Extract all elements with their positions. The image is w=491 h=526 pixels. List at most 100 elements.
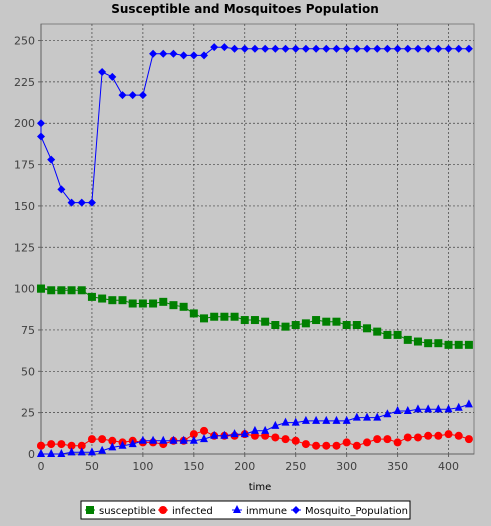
data-point-susceptible xyxy=(57,286,66,295)
data-point-infected xyxy=(291,436,300,445)
data-point-immune xyxy=(393,406,402,414)
data-point-infected xyxy=(189,430,198,439)
data-point-immune xyxy=(47,449,56,457)
data-point-immune xyxy=(138,435,147,444)
x-tick-label: 50 xyxy=(85,460,99,473)
data-point-infected xyxy=(403,433,412,442)
data-point-immune xyxy=(118,440,127,449)
legend-item-immune: immune xyxy=(232,505,287,517)
data-point-infected xyxy=(413,433,422,442)
data-point-susceptible xyxy=(464,340,473,349)
y-tick-label: 175 xyxy=(14,159,35,172)
data-point-susceptible xyxy=(271,321,280,329)
data-point-immune xyxy=(159,435,168,444)
data-point-immune xyxy=(332,415,341,424)
data-point-infected xyxy=(322,441,331,450)
data-point-immune xyxy=(200,434,209,443)
data-point-susceptible xyxy=(210,312,219,321)
x-tick-label: 0 xyxy=(38,460,45,473)
y-tick-label: 150 xyxy=(14,200,35,213)
data-point-immune xyxy=(210,430,219,439)
data-point-susceptible xyxy=(108,296,117,305)
data-point-immune xyxy=(169,435,178,444)
data-point-immune xyxy=(342,415,351,424)
data-point-immune xyxy=(77,447,86,456)
data-point-immune xyxy=(454,402,463,411)
legend-item-mosquito-population: Mosquito_Population xyxy=(291,506,408,517)
data-point-mosquito-population xyxy=(373,44,382,53)
y-tick-label: 225 xyxy=(14,76,35,89)
data-point-infected xyxy=(47,440,56,449)
data-point-immune xyxy=(87,447,96,456)
grid-lines xyxy=(41,24,474,454)
data-point-susceptible xyxy=(454,340,463,349)
data-point-mosquito-population xyxy=(322,44,331,53)
x-tick-label: 250 xyxy=(285,460,306,473)
data-point-susceptible xyxy=(413,337,422,346)
data-point-susceptible xyxy=(67,286,76,295)
data-point-infected xyxy=(77,441,86,450)
y-tick-label: 0 xyxy=(28,448,35,461)
data-point-infected xyxy=(373,435,382,444)
data-point-infected xyxy=(342,438,351,447)
data-point-infected xyxy=(464,435,473,444)
data-point-susceptible xyxy=(149,299,158,308)
data-point-susceptible xyxy=(393,330,402,339)
data-point-mosquito-population xyxy=(220,43,229,52)
data-point-immune xyxy=(312,415,321,424)
series-layer xyxy=(37,43,473,457)
data-point-infected xyxy=(424,431,433,440)
data-point-immune xyxy=(250,425,259,434)
data-point-susceptible xyxy=(87,292,96,301)
data-point-mosquito-population xyxy=(383,44,392,53)
data-point-mosquito-population xyxy=(434,44,443,53)
data-point-susceptible xyxy=(444,340,453,349)
data-point-mosquito-population xyxy=(230,44,239,53)
data-point-susceptible xyxy=(342,321,351,329)
data-point-mosquito-population xyxy=(424,44,433,53)
data-point-mosquito-population xyxy=(454,44,463,53)
data-point-immune xyxy=(57,449,66,457)
data-point-susceptible xyxy=(424,339,433,348)
y-tick-label: 100 xyxy=(14,283,35,296)
data-point-susceptible xyxy=(403,335,412,344)
series-immune xyxy=(37,399,473,457)
legend-label-mosquito-population: Mosquito_Population xyxy=(305,506,408,517)
data-point-mosquito-population xyxy=(37,132,45,141)
data-point-susceptible xyxy=(291,321,300,329)
data-point-immune xyxy=(271,420,280,429)
legend: susceptible infected immune Mosquito_Popula… xyxy=(80,500,411,520)
data-point-immune xyxy=(108,442,117,451)
data-point-immune xyxy=(98,445,107,454)
data-point-mosquito-population xyxy=(352,44,361,53)
data-point-susceptible xyxy=(159,297,168,306)
data-point-infected xyxy=(393,438,402,447)
data-point-infected xyxy=(434,431,443,440)
data-point-immune xyxy=(220,430,229,439)
data-point-infected xyxy=(37,441,45,450)
tick-labels: 0 25 50 75 100 125 150 175 200 225 250 0 50 100 150 200… xyxy=(14,35,459,473)
data-point-susceptible xyxy=(301,319,310,328)
data-point-mosquito-population xyxy=(138,91,147,100)
data-point-immune xyxy=(434,404,443,413)
data-point-mosquito-population xyxy=(464,44,473,53)
data-point-mosquito-population xyxy=(444,44,453,53)
data-point-susceptible xyxy=(373,327,382,336)
data-point-immune xyxy=(128,439,137,448)
data-point-mosquito-population xyxy=(149,49,158,58)
data-point-infected xyxy=(67,441,76,450)
legend-label-susceptible: susceptible xyxy=(99,506,156,517)
data-point-immune xyxy=(322,415,331,424)
data-point-immune xyxy=(444,404,453,413)
x-tick-label: 150 xyxy=(183,460,204,473)
data-point-infected xyxy=(312,441,321,450)
data-point-mosquito-population xyxy=(403,44,412,53)
series-infected xyxy=(37,426,473,450)
data-point-infected xyxy=(352,441,361,450)
data-point-susceptible xyxy=(118,296,127,305)
data-point-mosquito-population xyxy=(393,44,402,53)
data-point-immune xyxy=(240,429,249,438)
data-point-mosquito-population xyxy=(210,43,219,52)
legend-marker-susceptible xyxy=(86,506,94,514)
